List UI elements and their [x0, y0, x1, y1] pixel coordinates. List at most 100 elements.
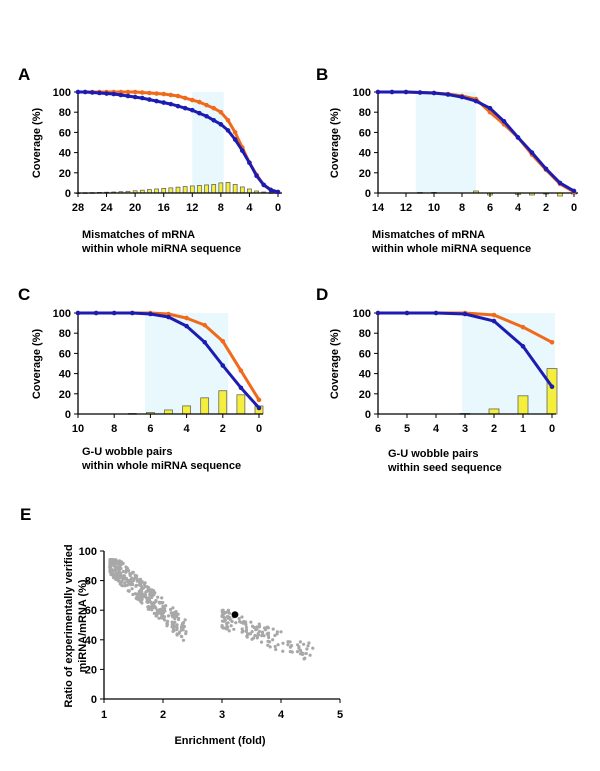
scatter-point: [156, 595, 160, 599]
x-tick-label: 8: [111, 423, 117, 435]
blue-series-point: [161, 100, 167, 105]
blue-series-point: [549, 384, 555, 390]
scatter-point: [252, 636, 256, 640]
scatter-point: [247, 632, 251, 636]
x-tick-label: 10: [428, 202, 440, 214]
scatter-point: [239, 620, 243, 624]
scatter-point: [249, 620, 253, 624]
blue-series-point: [154, 98, 159, 104]
orange-series-point: [168, 92, 174, 98]
scatter-point: [129, 578, 133, 582]
scatter-point: [146, 596, 151, 600]
scatter-point: [225, 624, 229, 628]
blue-series-point: [82, 89, 88, 95]
scatter-point: [227, 629, 231, 633]
panel-a-y-axis-title: Coverage (%): [31, 108, 43, 179]
bar: [168, 187, 174, 194]
y-tick-label: 80: [359, 107, 371, 119]
orange-series-point: [256, 397, 262, 403]
y-tick-label: 100: [353, 308, 371, 320]
scatter-point: [290, 650, 294, 654]
blue-series-point: [431, 90, 437, 96]
x-tick-label: 2: [220, 423, 226, 435]
x-tick-label: 8: [218, 202, 224, 214]
bar: [218, 390, 228, 415]
scatter-point: [275, 632, 279, 636]
orange-series-point: [491, 312, 497, 318]
scatter-point: [175, 632, 179, 636]
scatter-point: [244, 620, 248, 624]
scatter-point: [140, 601, 144, 605]
scatter-point: [220, 608, 224, 613]
blue-series-point: [520, 344, 526, 349]
panel-a-y-ticks: 0 20 40 60 80 100: [53, 87, 78, 200]
y-tick-label: 40: [359, 148, 371, 160]
blue-series-point: [375, 89, 381, 95]
y-tick-label: 80: [59, 107, 71, 119]
blue-series-point: [417, 90, 423, 95]
scatter-point: [134, 575, 138, 579]
y-tick-label: 80: [59, 328, 71, 340]
x-tick-label: 14: [372, 202, 385, 214]
blue-series-point: [403, 89, 409, 95]
scatter-point: [140, 580, 144, 584]
scatter-point: [301, 652, 305, 656]
scatter-point: [119, 580, 124, 584]
blue-series-point: [225, 128, 231, 133]
scatter-point: [153, 600, 157, 604]
blue-series-point: [139, 95, 145, 101]
bar: [204, 184, 209, 194]
scatter-point: [148, 607, 152, 611]
scatter-point: [266, 639, 270, 643]
panel-a-x-axis-title-line2: within whole miRNA sequence: [81, 243, 241, 255]
panel-d-series: [375, 310, 555, 390]
scatter-point: [302, 657, 306, 661]
y-tick-label: 80: [359, 328, 371, 340]
scatter-point: [166, 614, 171, 618]
scatter-point: [119, 576, 123, 580]
panel-d-axes: [377, 313, 556, 415]
blue-series-point: [462, 311, 468, 317]
blue-series-point: [175, 103, 181, 109]
blue-series-point: [529, 150, 535, 155]
scatter-point: [279, 630, 283, 634]
y-tick-label: 20: [359, 389, 371, 401]
scatter-point: [281, 641, 285, 645]
scatter-point: [144, 593, 148, 598]
blue-series-point: [571, 188, 577, 194]
y-tick-label: 0: [365, 409, 371, 421]
blue-series-point: [445, 92, 451, 97]
panel-d-x-axis-title-line1: G-U wobble pairs: [388, 448, 478, 460]
scatter-point: [115, 565, 119, 570]
scatter-point: [130, 587, 134, 591]
scatter-point: [169, 607, 173, 612]
orange-series-point: [549, 339, 555, 345]
x-tick-label: 4: [515, 202, 522, 214]
x-tick-label: 0: [275, 202, 281, 214]
x-tick-label: 2: [491, 423, 497, 435]
orange-series-point: [204, 102, 209, 108]
panel-c-x-ticks: 10 8 6 4 2 0: [72, 414, 262, 435]
orange-series-point: [218, 109, 224, 115]
blue-series-point: [459, 94, 465, 100]
scatter-point: [163, 609, 167, 613]
bar: [200, 397, 210, 415]
orange-series-point: [175, 93, 181, 99]
blue-series-point: [487, 105, 493, 111]
panel-e: E 0 20 40 60 80 100 1 2 3 4 5 Ratio of experiment…: [20, 505, 343, 747]
orange-series-point: [520, 324, 526, 330]
bar: [546, 368, 558, 415]
scatter-point: [137, 589, 141, 594]
orange-series-point: [161, 91, 167, 97]
scatter-point: [182, 625, 186, 629]
scatter-point: [109, 570, 113, 575]
scatter-point: [171, 606, 175, 610]
orange-series-point: [132, 89, 138, 95]
scatter-point: [274, 647, 278, 652]
scatter-point: [173, 624, 177, 628]
scatter-point: [119, 560, 123, 564]
y-tick-label: 60: [359, 348, 371, 360]
x-tick-label: 2: [160, 709, 166, 721]
